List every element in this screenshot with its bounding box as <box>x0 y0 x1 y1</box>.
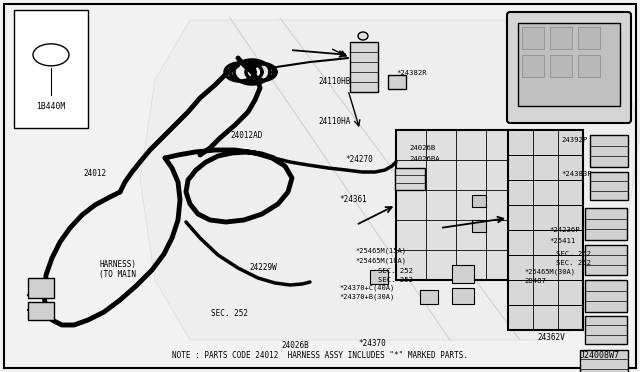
Text: *25411: *25411 <box>549 238 575 244</box>
Text: *24370+B(30A): *24370+B(30A) <box>339 294 394 300</box>
Ellipse shape <box>33 44 69 66</box>
Bar <box>580 350 628 372</box>
Text: 24012AD: 24012AD <box>230 131 262 140</box>
Text: 24026B: 24026B <box>409 145 435 151</box>
Bar <box>522 27 544 49</box>
Polygon shape <box>140 20 640 340</box>
Text: SEC. 252: SEC. 252 <box>556 260 591 266</box>
Text: SEC. 252: SEC. 252 <box>211 310 248 318</box>
Text: 24362V: 24362V <box>537 334 564 343</box>
Bar <box>395 168 425 190</box>
Text: 24229W: 24229W <box>249 263 276 272</box>
Text: *25465M(10A): *25465M(10A) <box>355 258 406 264</box>
Text: SEC. 252: SEC. 252 <box>556 251 591 257</box>
Bar <box>518 23 620 106</box>
Bar <box>472 195 486 207</box>
Text: *25465M(15A): *25465M(15A) <box>355 248 406 254</box>
Bar <box>590 135 628 167</box>
Text: HARNESS): HARNESS) <box>99 260 136 269</box>
Text: 24392P: 24392P <box>561 137 588 143</box>
Text: 24026BA: 24026BA <box>409 156 440 162</box>
Bar <box>585 280 627 312</box>
Text: 24026B: 24026B <box>281 340 308 350</box>
Bar <box>550 27 572 49</box>
Text: *24383P: *24383P <box>561 171 591 177</box>
Text: 24012: 24012 <box>83 170 106 179</box>
Text: *24361: *24361 <box>339 196 367 205</box>
Text: *24270: *24270 <box>345 154 372 164</box>
Bar <box>472 220 486 232</box>
Bar <box>370 270 388 284</box>
Bar <box>550 55 572 77</box>
Text: *24370: *24370 <box>358 340 386 349</box>
Bar <box>508 130 583 330</box>
Ellipse shape <box>358 32 368 40</box>
Bar <box>585 208 627 240</box>
Bar <box>28 302 54 320</box>
Text: 1B440M: 1B440M <box>36 102 66 111</box>
Bar <box>590 172 628 200</box>
Text: *24382R: *24382R <box>396 70 427 76</box>
Bar <box>420 290 438 304</box>
Text: J24008W7: J24008W7 <box>580 351 620 360</box>
Text: 24110HA: 24110HA <box>318 118 350 126</box>
Bar <box>350 42 378 92</box>
Bar <box>585 245 627 275</box>
Text: 24110HB: 24110HB <box>318 77 350 86</box>
Bar <box>14 10 88 128</box>
Bar <box>388 75 406 89</box>
Text: *25465M(30A): *25465M(30A) <box>524 269 575 275</box>
Bar <box>452 288 474 304</box>
Text: SEC. 252: SEC. 252 <box>378 277 413 283</box>
Bar <box>396 130 516 280</box>
Text: SEC. 252: SEC. 252 <box>378 268 413 274</box>
Text: NOTE : PARTS CODE 24012  HARNESS ASSY INCLUDES "*" MARKED PARTS.: NOTE : PARTS CODE 24012 HARNESS ASSY INC… <box>172 351 468 360</box>
Bar <box>452 265 474 283</box>
FancyBboxPatch shape <box>507 12 631 123</box>
Bar <box>585 316 627 344</box>
Bar <box>578 55 600 77</box>
Bar <box>522 55 544 77</box>
Text: *24370+C(40A): *24370+C(40A) <box>339 285 394 291</box>
Text: *24236P: *24236P <box>549 227 580 233</box>
Bar <box>578 27 600 49</box>
Text: (TO MAIN: (TO MAIN <box>99 270 136 279</box>
Text: 28487: 28487 <box>524 278 546 284</box>
Bar <box>28 278 54 298</box>
